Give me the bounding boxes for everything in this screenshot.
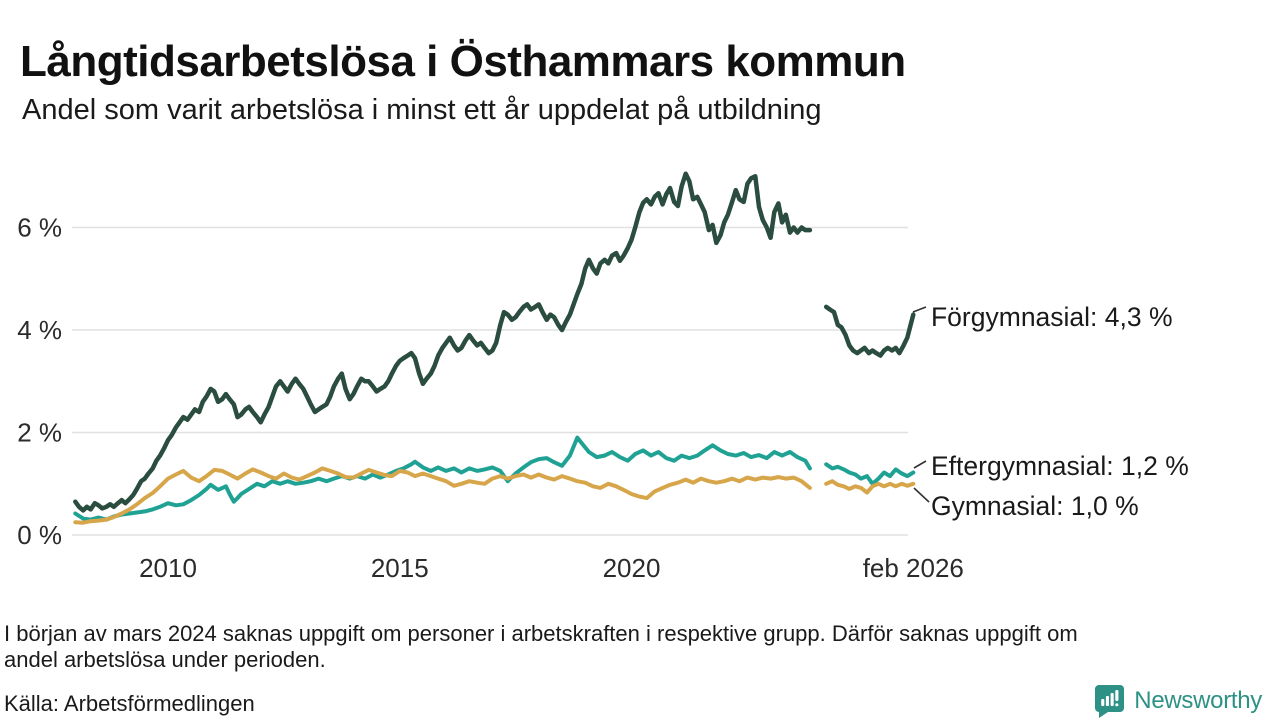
y-tick-label-4: 4 % bbox=[17, 315, 62, 345]
label-connector-gymnasial bbox=[913, 487, 930, 503]
x-tick-label-2010: 2010 bbox=[139, 553, 197, 583]
chart-footnote: I början av mars 2024 saknas uppgift om … bbox=[4, 621, 1274, 673]
newsworthy-logo[interactable]: Newsworthy bbox=[1094, 684, 1262, 718]
series-line-förgymnasial bbox=[73, 171, 813, 513]
x-tick-label-2020: 2020 bbox=[603, 553, 661, 583]
source-label: Källa: Arbetsförmedlingen bbox=[4, 691, 255, 716]
newsworthy-icon bbox=[1094, 684, 1125, 718]
series-line-eftergymnasial bbox=[73, 435, 812, 522]
y-tick-label-0: 0 % bbox=[17, 520, 62, 550]
y-tick-label-6: 6 % bbox=[17, 213, 62, 243]
series-line-gymnasial-after-gap bbox=[824, 479, 916, 495]
label-connector-förgymnasial bbox=[912, 306, 927, 313]
series-end-label-eftergymnasial: Eftergymnasial: 1,2 % bbox=[931, 451, 1189, 481]
x-tick-label-feb-2026: feb 2026 bbox=[863, 553, 964, 583]
series-line-eftergymnasial-after-gap bbox=[824, 462, 916, 486]
x-tick-label-2015: 2015 bbox=[371, 553, 429, 583]
line-chart: 0 % 2 % 4 % 6 % 2010 2015 2020 feb 2026 Förgymna… bbox=[17, 171, 1189, 583]
series-end-label-förgymnasial: Förgymnasial: 4,3 % bbox=[931, 302, 1173, 332]
y-tick-label-2: 2 % bbox=[17, 418, 62, 448]
chart-subtitle: Andel som varit arbetslösa i minst ett å… bbox=[22, 94, 822, 126]
series-line-förgymnasial-after-gap bbox=[823, 304, 916, 358]
newsworthy-wordmark: Newsworthy bbox=[1134, 687, 1262, 714]
footnote-line-1: I början av mars 2024 saknas uppgift om … bbox=[4, 621, 1078, 646]
footnote-line-2: andel arbetslösa under perioden. bbox=[4, 647, 326, 672]
label-connector-eftergymnasial bbox=[913, 460, 927, 469]
series-end-label-gymnasial: Gymnasial: 1,0 % bbox=[931, 491, 1139, 521]
page-title: Långtidsarbetslösa i Östhammars kommun bbox=[20, 37, 906, 87]
series-line-gymnasial bbox=[73, 466, 812, 525]
